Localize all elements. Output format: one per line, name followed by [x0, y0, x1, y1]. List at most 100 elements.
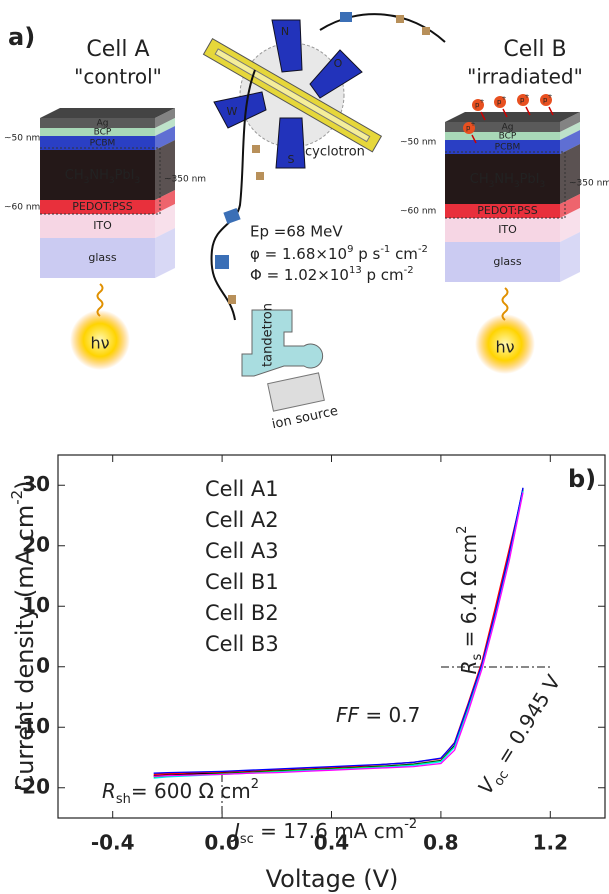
beam-flux-part: φ = 1.68×10 [250, 245, 347, 263]
layer [40, 214, 155, 238]
y-axis-title-part: ) [11, 480, 39, 489]
y-tick-label: -10 [14, 714, 50, 738]
layer [40, 128, 155, 136]
layer [40, 238, 155, 278]
layer-label-part: NH [89, 168, 109, 183]
proton [540, 94, 552, 106]
sun [70, 310, 130, 370]
legend-entry: Cell A2 [205, 508, 279, 532]
layer [445, 242, 560, 282]
layer-side [155, 118, 175, 136]
layer-side [560, 112, 580, 132]
x-tick-label: 0.0 [204, 831, 239, 855]
layer-side [155, 108, 175, 128]
proton-label-part: p [543, 96, 548, 104]
proton-label-part: p [475, 101, 480, 109]
y-tick-label: 0 [36, 653, 50, 677]
rsh-annotation: Rsh= 600 Ω cm2 [102, 777, 259, 807]
layer-label: glass [493, 255, 522, 268]
voc-annotation-part: = 0.945 V [488, 670, 565, 774]
beam-fluence-part: 13 [349, 265, 362, 276]
proton-label-part: + [479, 98, 484, 105]
cell-subtitle: "control" [74, 65, 162, 89]
x-tick-label: 0.4 [314, 831, 349, 855]
layer-side [155, 126, 175, 150]
pole-label: N [281, 25, 289, 38]
beam-fluence-part: -2 [404, 265, 414, 276]
y-tick-label: 20 [22, 532, 50, 556]
panel-label: b) [568, 465, 596, 493]
layer [445, 140, 560, 154]
rsh-annotation-part: R [102, 779, 116, 803]
proton-label: p+ [466, 121, 475, 132]
voc-annotation-part: oc [491, 768, 512, 789]
photon [96, 283, 104, 317]
layer-label-part: 3 [84, 176, 90, 186]
layer [445, 132, 560, 140]
layer-label: PEDOT:PSS [477, 204, 538, 217]
x-tick-label: 0.8 [423, 831, 458, 855]
light-label: hν [90, 334, 109, 353]
panel-label: a) [8, 23, 35, 51]
layer-side [155, 228, 175, 278]
layer-side [560, 122, 580, 140]
light-label: hν [495, 338, 514, 357]
x-tick-label: -0.4 [91, 831, 135, 855]
layer-label: PCBM [90, 139, 116, 149]
layer-label: BCP [94, 128, 112, 138]
layer-side [155, 140, 175, 200]
jsc-annotation-part: -2 [404, 817, 417, 832]
jsc-annotation-part: J [230, 819, 240, 843]
layer [445, 122, 560, 132]
rsh-annotation-part: sh [116, 792, 131, 807]
rsh-annotation-part: = 600 Ω cm [131, 779, 251, 803]
proton-label-part: + [547, 93, 552, 100]
layer [40, 200, 155, 214]
proton-label: p+ [497, 95, 506, 106]
proton-label-part: p [520, 96, 525, 104]
ff-annotation-part: = 0.7 [359, 703, 420, 727]
thickness-label: ~60 nm [4, 203, 40, 213]
proton-label: p+ [520, 93, 529, 104]
layer-side [560, 130, 580, 154]
layer-label-part: CH [65, 168, 84, 183]
beam-flux-part: 9 [347, 244, 353, 255]
cell-top [40, 108, 175, 118]
layer-label: BCP [499, 132, 517, 142]
beam-flux-part: p s [353, 245, 380, 263]
proton-arrow [548, 106, 554, 116]
layer-label: glass [88, 251, 117, 264]
beam-fluence: Φ = 1.02×1013 p cm-2 [250, 265, 414, 284]
bracket [445, 151, 566, 219]
sun [475, 314, 535, 374]
layer-label-part: PbI [520, 172, 540, 187]
x-axis-title: Voltage (V) [266, 865, 399, 893]
series-line [153, 487, 524, 774]
proton-label-part: + [470, 121, 475, 128]
cyclotron-drawing [202, 12, 446, 412]
layer-label-part: CH [470, 172, 489, 187]
beam-flux-part: -2 [418, 244, 428, 255]
layer-label-part: PbI [115, 168, 135, 183]
thickness-label: ~60 nm [400, 207, 436, 217]
y-tick-label: -20 [14, 774, 50, 798]
photon [501, 287, 509, 321]
layer [445, 204, 560, 218]
proton-arrow [525, 106, 531, 116]
layer-label: PEDOT:PSS [72, 200, 133, 213]
thickness-label: ~50 nm [4, 134, 40, 144]
pole-label: S [288, 153, 295, 166]
layer-label: Ag [97, 119, 109, 129]
layer [40, 136, 155, 150]
layer-label-part: 3 [135, 176, 141, 186]
proton-label-part: p [466, 124, 471, 132]
layer-label: CH3NH3PbI3 [65, 168, 141, 186]
layer-label: PCBM [495, 143, 521, 153]
rs-annotation: Rs = 6.4 Ω cm2 [455, 526, 485, 675]
tandetron-label: tandetron [261, 303, 276, 367]
thickness-label: ~50 nm [400, 138, 436, 148]
layer-label: ITO [498, 223, 517, 236]
proton [494, 96, 506, 108]
thickness-label: ~350 nm [164, 175, 206, 185]
